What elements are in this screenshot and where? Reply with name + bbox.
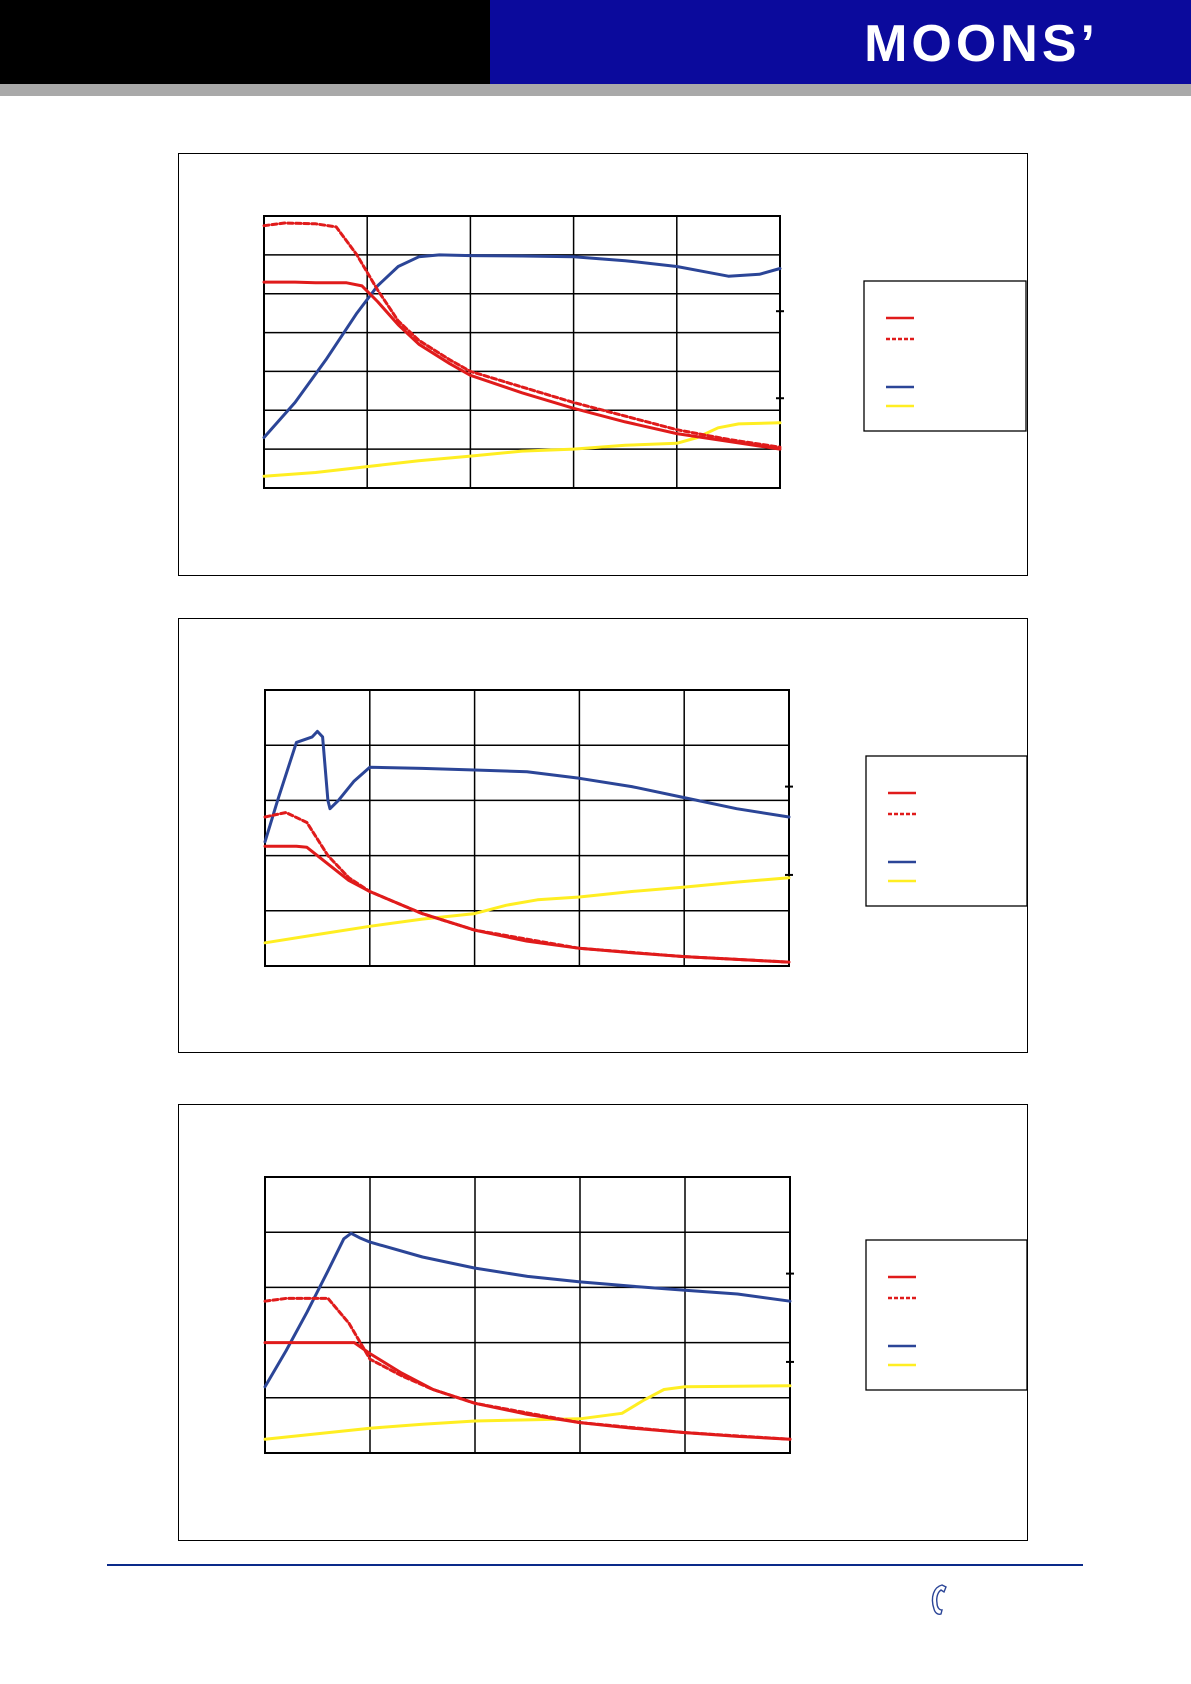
header-band-right	[490, 0, 1191, 84]
moons-logo: MOONS’	[864, 15, 1099, 73]
plot-area	[263, 215, 781, 489]
plot-area	[264, 1176, 791, 1454]
plot-area	[264, 689, 790, 967]
series-line-2	[263, 811, 791, 964]
series-line-4	[263, 876, 791, 945]
phone-icon	[931, 1584, 947, 1615]
series-line-1	[263, 844, 791, 964]
legend-box	[865, 1239, 1028, 1391]
series-line-2	[263, 1296, 792, 1441]
series-line-1	[263, 1341, 792, 1441]
legend-box	[863, 280, 1027, 432]
series-line-1	[262, 280, 782, 451]
series-line-2	[262, 221, 782, 449]
series-line-3	[262, 253, 782, 439]
footer-rule	[107, 1564, 1083, 1566]
header-band-left	[0, 0, 490, 84]
series-line-3	[263, 1231, 792, 1389]
header-stripe	[0, 84, 1191, 96]
legend-box	[865, 755, 1028, 907]
series-line-4	[262, 421, 782, 478]
series-line-3	[263, 729, 791, 844]
